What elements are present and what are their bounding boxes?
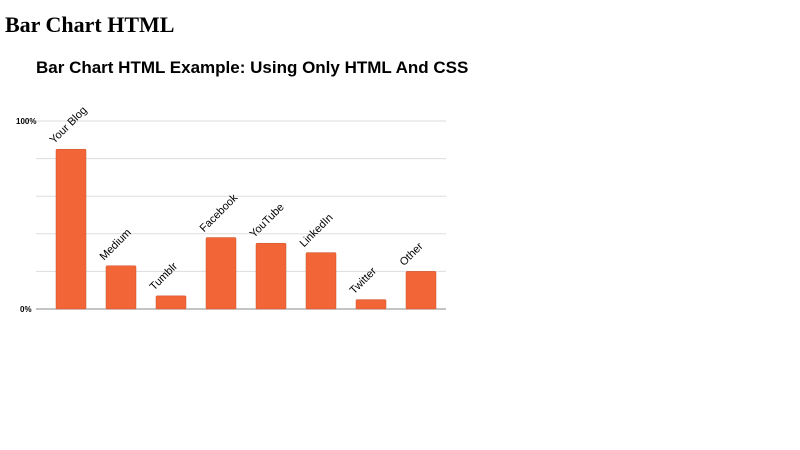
chart-y-ticks: 100% 0% <box>16 117 36 314</box>
bar-medium <box>105 265 137 310</box>
chart-title: Bar Chart HTML Example: Using Only HTML … <box>36 58 469 77</box>
bar-twitter <box>355 299 387 310</box>
category-label: Tumblr <box>148 260 181 293</box>
bar-linkedin <box>305 252 337 310</box>
page-heading: Bar Chart HTML <box>5 12 175 37</box>
category-label: Other <box>398 240 426 268</box>
category-label: Your Blog <box>48 104 90 146</box>
category-label: Medium <box>98 227 134 263</box>
category-label: LinkedIn <box>298 212 336 250</box>
bar-tumblr <box>155 295 187 310</box>
bar-other <box>405 271 437 310</box>
chart-bars <box>55 148 437 310</box>
bar-your-blog <box>55 148 87 310</box>
category-label: YouTube <box>248 201 287 240</box>
category-label: Facebook <box>198 192 241 235</box>
chart-gridlines <box>36 120 446 310</box>
y-tick-label: 100% <box>16 117 36 126</box>
category-label: Twitter <box>348 265 380 297</box>
bar-youtube <box>255 242 287 310</box>
chart-category-labels: Your Blog Medium Tumblr Facebook YouTube Link… <box>48 104 426 296</box>
bar-facebook <box>205 237 237 310</box>
y-tick-label: 0% <box>20 305 32 314</box>
